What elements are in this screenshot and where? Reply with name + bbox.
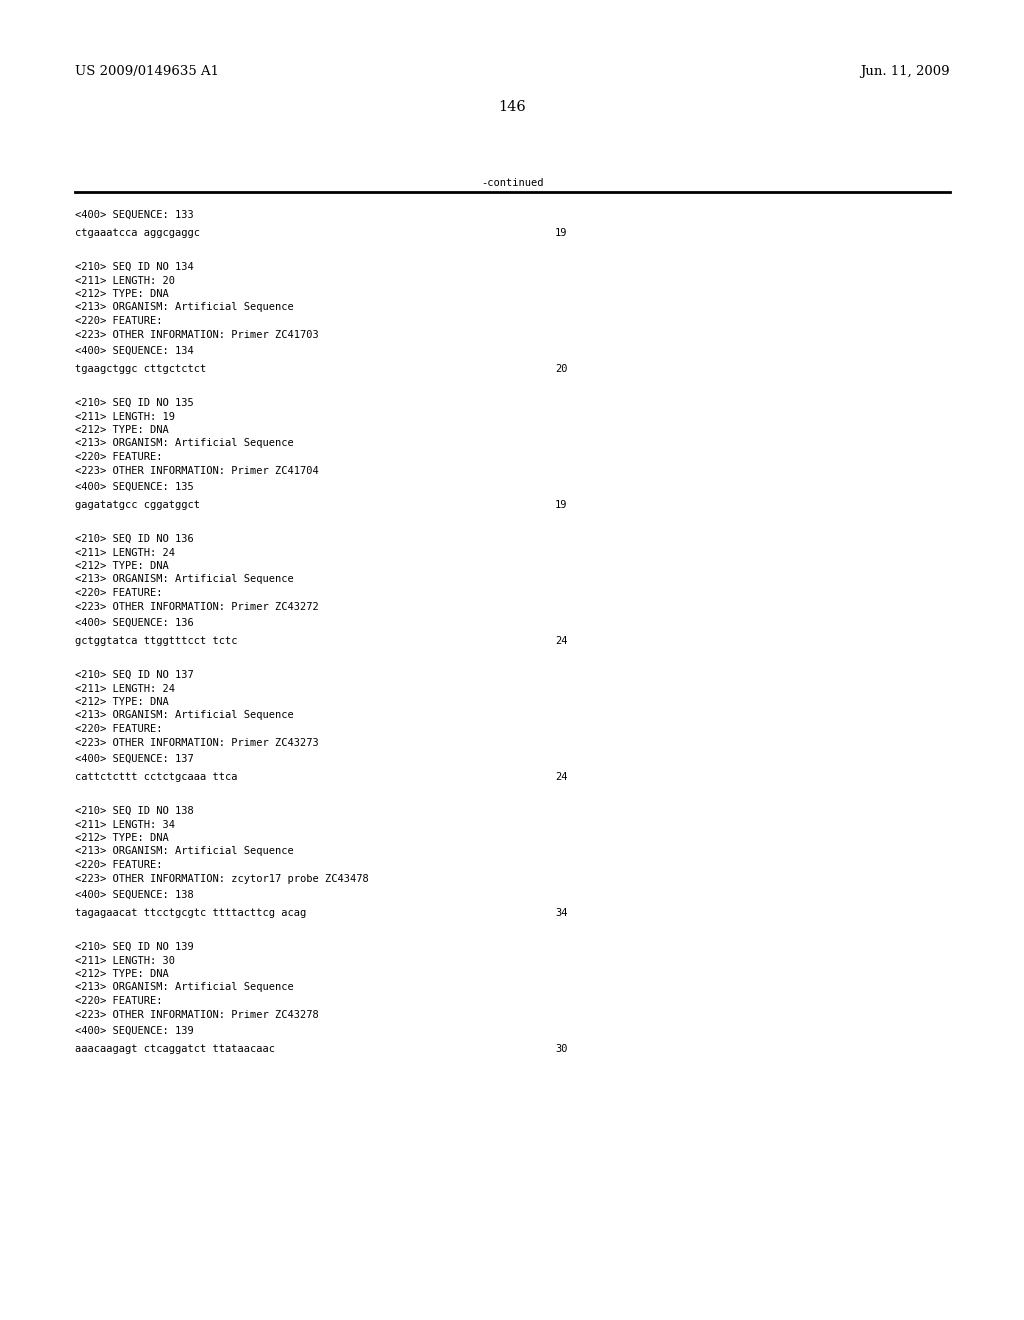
Text: <210> SEQ ID NO 135: <210> SEQ ID NO 135 (75, 399, 194, 408)
Text: 34: 34 (555, 908, 567, 917)
Text: <223> OTHER INFORMATION: Primer ZC43272: <223> OTHER INFORMATION: Primer ZC43272 (75, 602, 318, 611)
Text: 30: 30 (555, 1044, 567, 1053)
Text: <213> ORGANISM: Artificial Sequence: <213> ORGANISM: Artificial Sequence (75, 574, 294, 585)
Text: <210> SEQ ID NO 137: <210> SEQ ID NO 137 (75, 671, 194, 680)
Text: 20: 20 (555, 363, 567, 374)
Text: ctgaaatcca aggcgaggc: ctgaaatcca aggcgaggc (75, 227, 200, 238)
Text: <400> SEQUENCE: 135: <400> SEQUENCE: 135 (75, 482, 194, 492)
Text: cattctcttt cctctgcaaa ttca: cattctcttt cctctgcaaa ttca (75, 771, 238, 781)
Text: <212> TYPE: DNA: <212> TYPE: DNA (75, 833, 169, 843)
Text: <211> LENGTH: 24: <211> LENGTH: 24 (75, 684, 175, 693)
Text: tagagaacat ttcctgcgtc ttttacttcg acag: tagagaacat ttcctgcgtc ttttacttcg acag (75, 908, 306, 917)
Text: <220> FEATURE:: <220> FEATURE: (75, 587, 163, 598)
Text: <211> LENGTH: 24: <211> LENGTH: 24 (75, 548, 175, 557)
Text: gagatatgcc cggatggct: gagatatgcc cggatggct (75, 499, 200, 510)
Text: <211> LENGTH: 30: <211> LENGTH: 30 (75, 956, 175, 965)
Text: <213> ORGANISM: Artificial Sequence: <213> ORGANISM: Artificial Sequence (75, 846, 294, 857)
Text: tgaagctggc cttgctctct: tgaagctggc cttgctctct (75, 363, 206, 374)
Text: <213> ORGANISM: Artificial Sequence: <213> ORGANISM: Artificial Sequence (75, 302, 294, 313)
Text: <212> TYPE: DNA: <212> TYPE: DNA (75, 969, 169, 979)
Text: -continued: -continued (480, 178, 544, 187)
Text: <400> SEQUENCE: 139: <400> SEQUENCE: 139 (75, 1026, 194, 1036)
Text: <210> SEQ ID NO 134: <210> SEQ ID NO 134 (75, 261, 194, 272)
Text: <220> FEATURE:: <220> FEATURE: (75, 723, 163, 734)
Text: <223> OTHER INFORMATION: Primer ZC41704: <223> OTHER INFORMATION: Primer ZC41704 (75, 466, 318, 475)
Text: aaacaagagt ctcaggatct ttataacaac: aaacaagagt ctcaggatct ttataacaac (75, 1044, 275, 1053)
Text: gctggtatca ttggtttcct tctc: gctggtatca ttggtttcct tctc (75, 635, 238, 645)
Text: <220> FEATURE:: <220> FEATURE: (75, 861, 163, 870)
Text: <211> LENGTH: 34: <211> LENGTH: 34 (75, 820, 175, 829)
Text: <213> ORGANISM: Artificial Sequence: <213> ORGANISM: Artificial Sequence (75, 982, 294, 993)
Text: 19: 19 (555, 227, 567, 238)
Text: 24: 24 (555, 635, 567, 645)
Text: 146: 146 (498, 100, 526, 114)
Text: <220> FEATURE:: <220> FEATURE: (75, 315, 163, 326)
Text: <211> LENGTH: 20: <211> LENGTH: 20 (75, 276, 175, 285)
Text: <223> OTHER INFORMATION: Primer ZC41703: <223> OTHER INFORMATION: Primer ZC41703 (75, 330, 318, 339)
Text: <400> SEQUENCE: 136: <400> SEQUENCE: 136 (75, 618, 194, 628)
Text: 19: 19 (555, 499, 567, 510)
Text: <220> FEATURE:: <220> FEATURE: (75, 997, 163, 1006)
Text: 24: 24 (555, 771, 567, 781)
Text: <400> SEQUENCE: 134: <400> SEQUENCE: 134 (75, 346, 194, 356)
Text: <210> SEQ ID NO 139: <210> SEQ ID NO 139 (75, 942, 194, 952)
Text: <210> SEQ ID NO 136: <210> SEQ ID NO 136 (75, 535, 194, 544)
Text: <212> TYPE: DNA: <212> TYPE: DNA (75, 561, 169, 572)
Text: <210> SEQ ID NO 138: <210> SEQ ID NO 138 (75, 807, 194, 816)
Text: <223> OTHER INFORMATION: Primer ZC43278: <223> OTHER INFORMATION: Primer ZC43278 (75, 1010, 318, 1019)
Text: <213> ORGANISM: Artificial Sequence: <213> ORGANISM: Artificial Sequence (75, 710, 294, 721)
Text: US 2009/0149635 A1: US 2009/0149635 A1 (75, 65, 219, 78)
Text: <211> LENGTH: 19: <211> LENGTH: 19 (75, 412, 175, 421)
Text: <400> SEQUENCE: 138: <400> SEQUENCE: 138 (75, 890, 194, 900)
Text: <220> FEATURE:: <220> FEATURE: (75, 451, 163, 462)
Text: <400> SEQUENCE: 133: <400> SEQUENCE: 133 (75, 210, 194, 220)
Text: <213> ORGANISM: Artificial Sequence: <213> ORGANISM: Artificial Sequence (75, 438, 294, 449)
Text: <400> SEQUENCE: 137: <400> SEQUENCE: 137 (75, 754, 194, 764)
Text: <212> TYPE: DNA: <212> TYPE: DNA (75, 289, 169, 300)
Text: <212> TYPE: DNA: <212> TYPE: DNA (75, 425, 169, 436)
Text: <223> OTHER INFORMATION: zcytor17 probe ZC43478: <223> OTHER INFORMATION: zcytor17 probe … (75, 874, 369, 883)
Text: Jun. 11, 2009: Jun. 11, 2009 (860, 65, 950, 78)
Text: <223> OTHER INFORMATION: Primer ZC43273: <223> OTHER INFORMATION: Primer ZC43273 (75, 738, 318, 747)
Text: <212> TYPE: DNA: <212> TYPE: DNA (75, 697, 169, 708)
